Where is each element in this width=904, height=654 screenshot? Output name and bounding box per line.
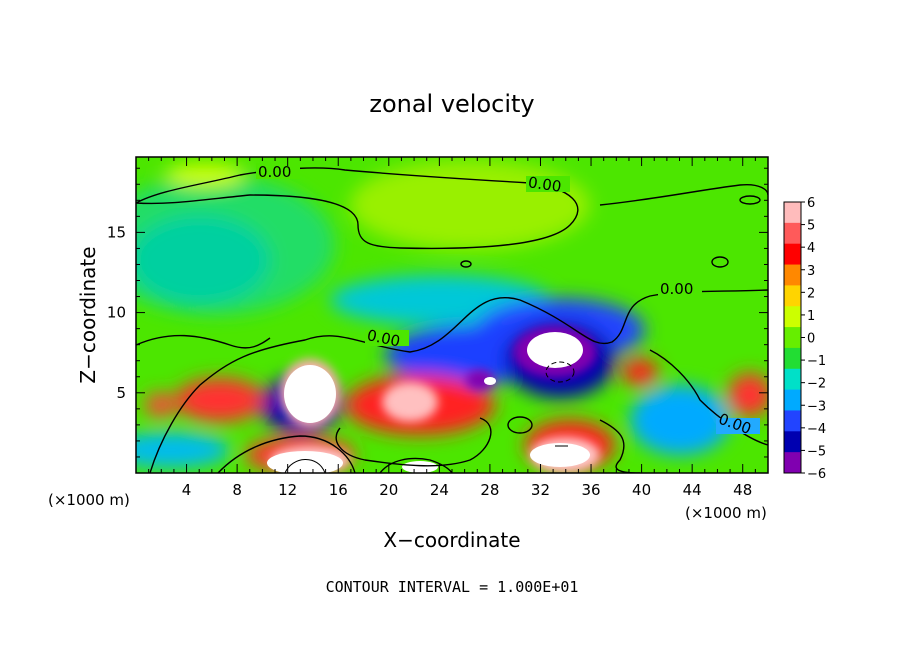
y-axis-label: Z−coordinate — [76, 246, 100, 383]
colorbar-tick-label: −5 — [807, 444, 826, 459]
colorbar-swatch — [784, 243, 801, 266]
x-tick-label: 4 — [182, 481, 192, 499]
x-tick-label: 36 — [581, 481, 600, 499]
colorbar-swatch — [784, 327, 801, 349]
x-tick-label: 40 — [632, 481, 651, 499]
contour-label: 0.00 — [527, 173, 563, 195]
colorbar-tick-label: 1 — [807, 309, 815, 324]
colorbar-tick-label: 0 — [807, 332, 815, 347]
x-tick-label: 16 — [329, 481, 348, 499]
x-tick-label: 20 — [379, 481, 398, 499]
x-tick-label: 12 — [278, 481, 297, 499]
colorbar-swatch — [784, 285, 801, 307]
colorbar-swatch — [784, 389, 801, 411]
chart-title: zonal velocity — [369, 90, 534, 118]
x-axis-label: X−coordinate — [383, 528, 520, 552]
colorbar-tick-label: −3 — [807, 399, 826, 414]
x-tick-label: 24 — [430, 481, 449, 499]
y-tick-label: 10 — [107, 304, 126, 322]
x-unit-label-right: (×1000 m) — [685, 504, 767, 522]
x-tick-label: 8 — [232, 481, 242, 499]
y-tick-label: 15 — [107, 223, 126, 241]
contour-label: 0.00 — [258, 163, 291, 181]
colorbar-tick-label: −2 — [807, 377, 826, 392]
contour-interval-footer: CONTOUR INTERVAL = 1.000E+01 — [326, 578, 579, 596]
colorbar-tick-label: −1 — [807, 354, 826, 369]
heatmap-field: 0.00 0.00 0.00 0.00 0.00 — [136, 157, 768, 473]
colorbar-swatch — [784, 202, 801, 224]
colorbar-tick-label: 2 — [807, 286, 815, 301]
colorbar-swatch — [784, 431, 801, 453]
colorbar-swatch — [784, 452, 801, 474]
colorbar-tick-label: 4 — [807, 241, 815, 256]
colorbar-swatch — [784, 222, 801, 245]
colorbar-tick-label: −4 — [807, 422, 826, 437]
colorbar-tick-label: 5 — [807, 219, 815, 234]
colorbar-swatch — [784, 410, 801, 432]
x-unit-label-left: (×1000 m) — [48, 491, 130, 509]
x-tick-label: 28 — [480, 481, 499, 499]
colorbar-swatch — [784, 306, 801, 328]
contour-label: 0.00 — [660, 280, 693, 298]
colorbar-tick-label: 6 — [807, 196, 815, 211]
colorbar-swatch — [784, 264, 801, 286]
x-tick-label: 44 — [683, 481, 702, 499]
x-tick-label: 32 — [531, 481, 550, 499]
colorbar-tick-label: −6 — [807, 467, 826, 482]
zero-contours — [136, 167, 768, 473]
y-tick-label: 5 — [116, 384, 126, 402]
colorbar: 6 5 4 3 2 1 0 −1 −2 −3 −4 −5 −6 — [783, 196, 826, 482]
colorbar-tick-label: 3 — [807, 264, 815, 279]
colorbar-swatch — [784, 347, 801, 370]
x-tick-label: 48 — [733, 481, 752, 499]
colorbar-swatch — [784, 368, 801, 391]
